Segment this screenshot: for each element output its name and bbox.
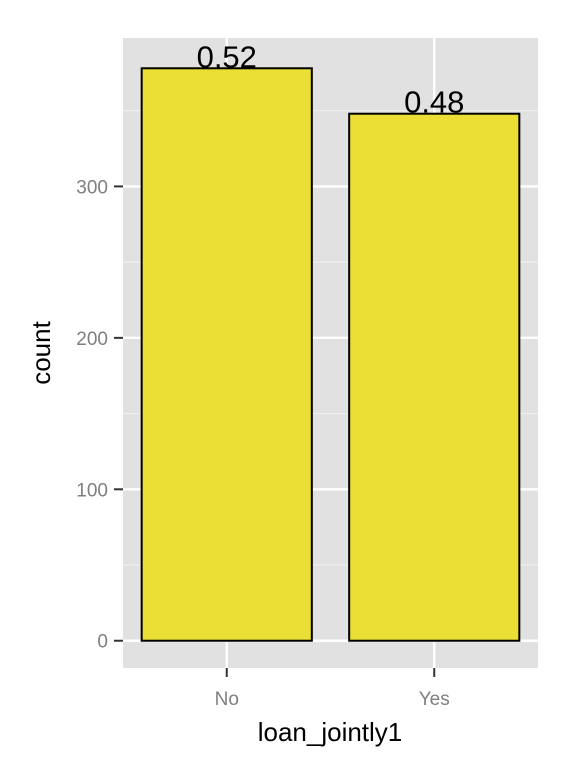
- bar-no: [140, 67, 313, 642]
- y-axis-title: count: [26, 320, 56, 384]
- x-axis: No Yes: [215, 668, 450, 710]
- x-axis-title: loan_jointly1: [258, 717, 403, 747]
- y-tick-label: 100: [76, 480, 108, 501]
- y-axis: 0 100 200 300: [76, 177, 123, 653]
- y-tick-label: 0: [97, 632, 108, 653]
- x-tick-label: Yes: [419, 689, 450, 710]
- bar-yes: [348, 112, 521, 642]
- x-tick-label: No: [215, 689, 239, 710]
- bars-group: [140, 67, 521, 642]
- bar-label: 0.52: [197, 39, 257, 74]
- bar-label: 0.48: [404, 85, 464, 120]
- y-tick-label: 200: [76, 329, 108, 350]
- bar-labels-group: 0.52 0.48: [197, 39, 465, 119]
- y-tick-label: 300: [76, 177, 108, 198]
